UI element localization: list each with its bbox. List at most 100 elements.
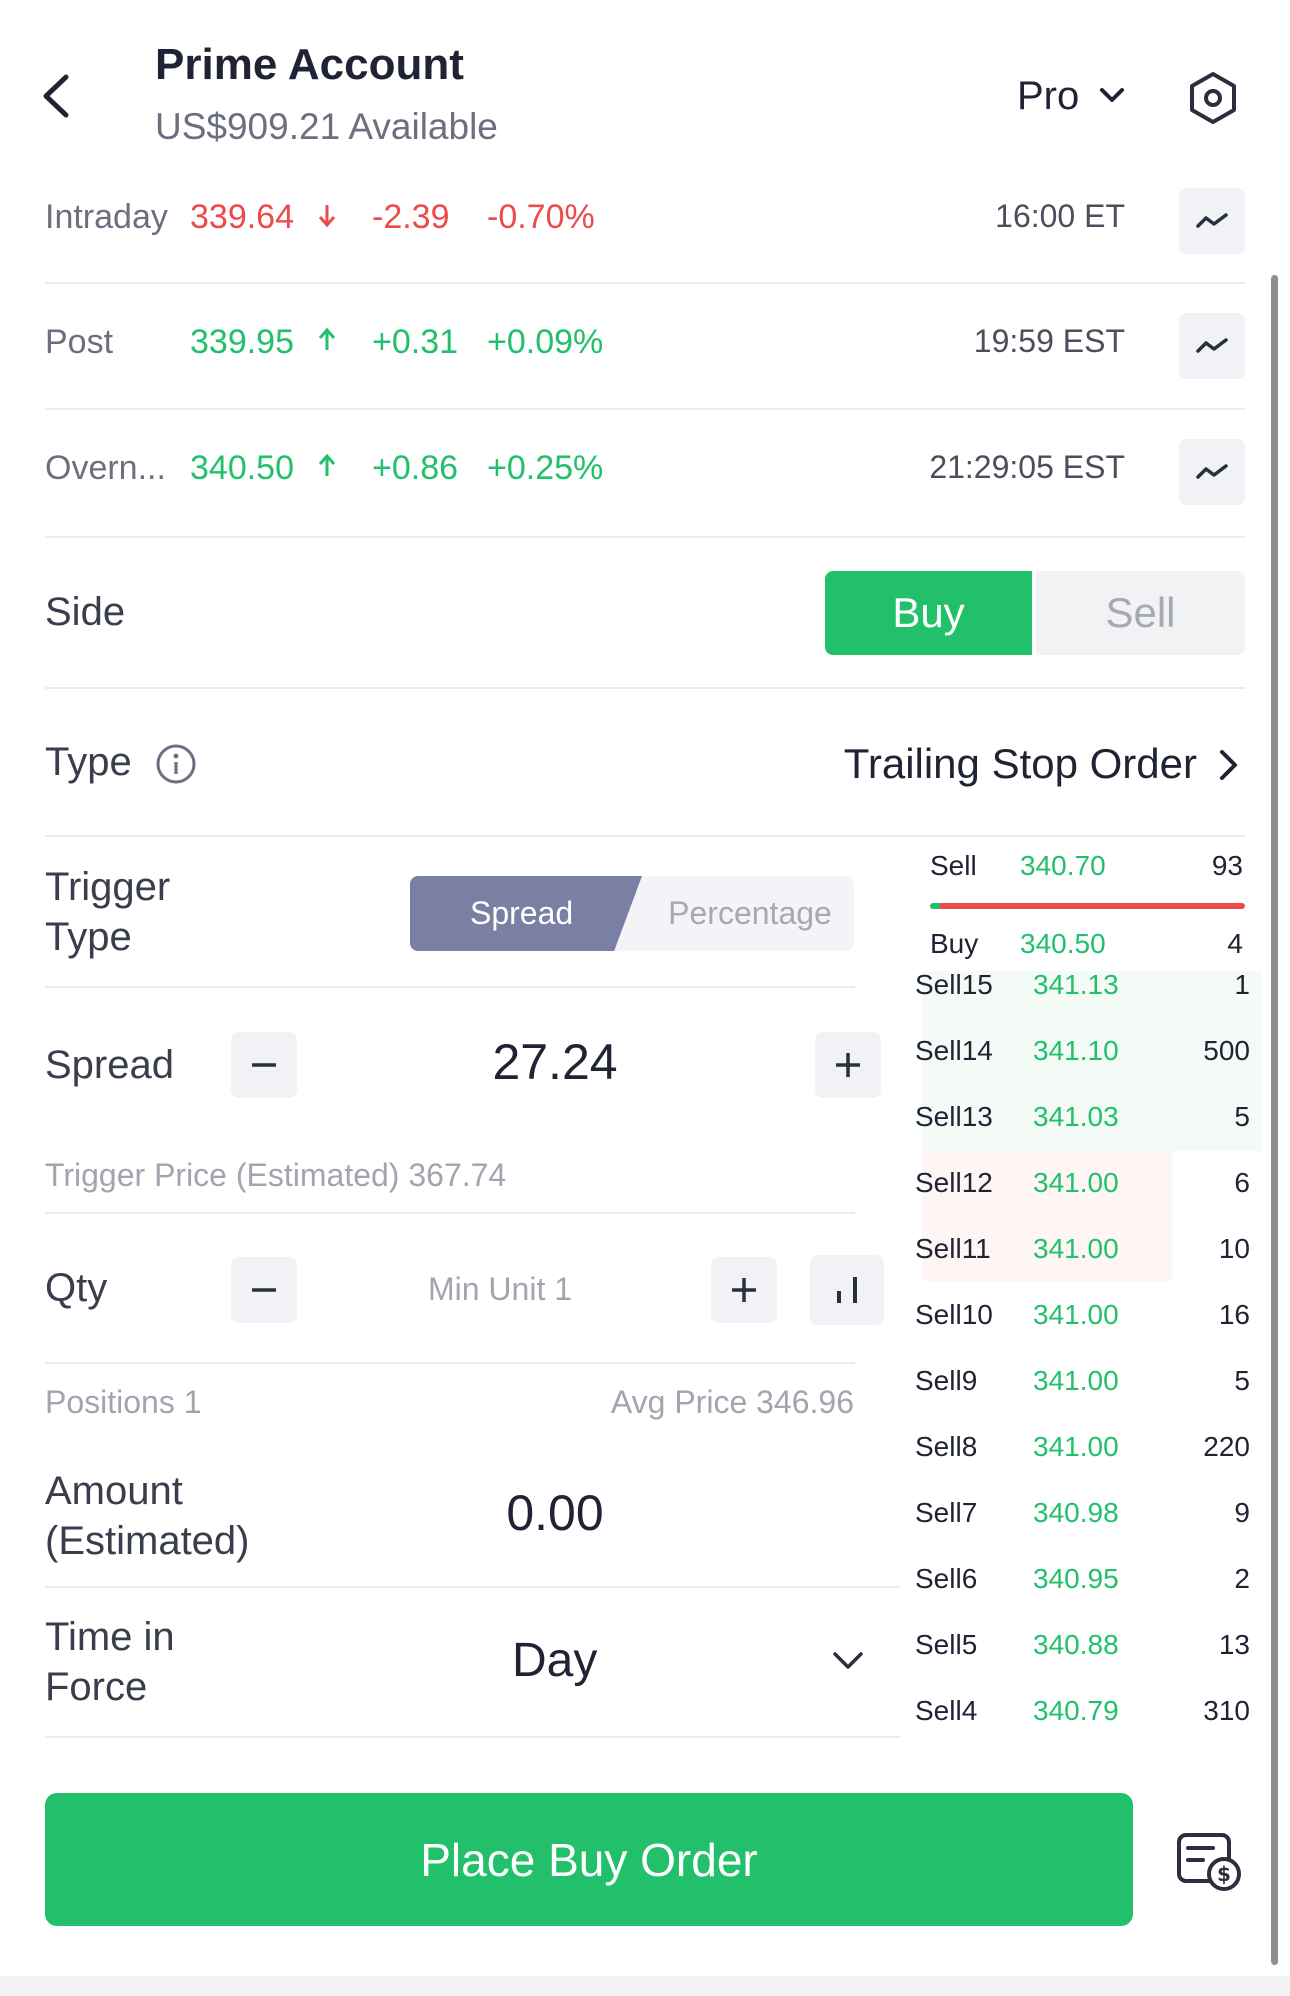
- trigger-spread-option[interactable]: Spread: [410, 876, 642, 951]
- book-row-price: 341.00: [1033, 1365, 1119, 1396]
- divider: [45, 1736, 900, 1738]
- book-row-qty: 13: [1218, 1629, 1250, 1660]
- order-type-selector[interactable]: Trailing Stop Order: [800, 730, 1245, 800]
- book-depth-shade: [922, 1151, 1172, 1281]
- amount-label-line1: Amount: [45, 1469, 183, 1513]
- tif-label: Time in Force: [45, 1612, 175, 1712]
- book-row-qty: 5: [1234, 1101, 1250, 1132]
- bill-dollar-icon: $: [1177, 1833, 1241, 1891]
- book-row-qty: 16: [1218, 1299, 1250, 1330]
- order-summary-button[interactable]: $: [1175, 1830, 1245, 1896]
- book-row-label: Sell5: [915, 1629, 978, 1660]
- quote-percent: +0.25%: [487, 449, 604, 487]
- bid-ask-ratio-bar: [930, 903, 1245, 909]
- type-label: Type: [45, 740, 132, 784]
- mode-dropdown[interactable]: Pro: [1015, 72, 1135, 122]
- book-sell-label: Sell: [930, 850, 977, 881]
- quote-time: 21:29:05 EST: [929, 449, 1125, 485]
- book-row-label: Sell13: [915, 1101, 993, 1132]
- quote-change: -2.39: [372, 198, 450, 236]
- quote-row-post: Post 339.95 +0.31 +0.09% 19:59 EST: [45, 313, 1245, 379]
- bid-ratio-segment: [930, 903, 940, 909]
- account-title: Prime Account: [155, 40, 464, 89]
- book-row-qty: 220: [1203, 1431, 1250, 1462]
- trigger-price-estimate: Trigger Price (Estimated) 367.74: [45, 1157, 507, 1193]
- spread-decrement-button[interactable]: [231, 1032, 297, 1098]
- divider: [45, 1212, 855, 1214]
- book-row: Sell5 340.88 13: [915, 1616, 1255, 1676]
- type-info-button[interactable]: [155, 743, 197, 785]
- side-buy-button[interactable]: Buy: [825, 571, 1032, 655]
- scrollbar[interactable]: [1271, 275, 1278, 1965]
- chart-button[interactable]: [1179, 313, 1245, 379]
- book-row-price: 341.00: [1033, 1299, 1119, 1330]
- settings-button[interactable]: [1185, 70, 1241, 126]
- available-balance: US$909.21 Available: [155, 106, 498, 147]
- book-row: Sell13 341.03 5: [915, 1088, 1255, 1148]
- sparkline-icon: [1196, 338, 1228, 353]
- divider: [45, 1586, 900, 1588]
- book-row-price: 341.00: [1033, 1233, 1119, 1264]
- book-row-label: Sell7: [915, 1497, 978, 1528]
- book-row: Sell10 341.00 16: [915, 1286, 1255, 1346]
- book-row-qty: 500: [1203, 1035, 1250, 1066]
- book-row: Sell7 340.98 9: [915, 1484, 1255, 1544]
- quote-percent: -0.70%: [487, 198, 595, 236]
- trigger-type-label-line1: Trigger: [45, 865, 171, 909]
- trigger-percentage-option[interactable]: Percentage: [646, 876, 854, 951]
- divider: [45, 408, 1245, 410]
- qty-decrement-button[interactable]: [231, 1257, 297, 1323]
- place-buy-order-button[interactable]: Place Buy Order: [45, 1793, 1133, 1926]
- qty-input[interactable]: Min Unit 1: [427, 1271, 573, 1307]
- tif-dropdown[interactable]: Day: [400, 1625, 880, 1695]
- quote-row-overnight: Overn... 340.50 +0.86 +0.25% 21:29:05 ES…: [45, 439, 1245, 505]
- divider: [45, 1362, 855, 1364]
- book-row-price: 341.00: [1033, 1167, 1119, 1198]
- quote-time: 19:59 EST: [973, 323, 1125, 359]
- trigger-type-label-line2: Type: [45, 915, 132, 959]
- tif-value: Day: [512, 1634, 598, 1687]
- arrow-down-icon: [318, 205, 336, 228]
- qty-increment-button[interactable]: [711, 1257, 777, 1323]
- svg-text:$: $: [1217, 1862, 1231, 1886]
- sparkline-icon: [1196, 464, 1228, 479]
- book-row: Sell8 341.00 220: [915, 1418, 1255, 1478]
- arrow-up-icon: [318, 453, 336, 476]
- quote-change: +0.31: [372, 323, 459, 361]
- book-row-price: 341.03: [1033, 1101, 1119, 1132]
- quote-label: Overn...: [45, 449, 166, 487]
- quote-price: 339.95: [190, 323, 294, 361]
- book-best-buy: Buy 340.50 4: [930, 926, 1245, 966]
- back-button[interactable]: [30, 65, 90, 125]
- book-row-price: 340.79: [1033, 1695, 1119, 1726]
- book-row-qty: 6: [1234, 1167, 1250, 1198]
- book-row-qty: 10: [1218, 1233, 1250, 1264]
- book-row: Sell12 341.00 6: [915, 1154, 1255, 1214]
- qty-position-button[interactable]: [810, 1255, 884, 1325]
- trigger-spread-label: Spread: [470, 895, 574, 931]
- side-label: Side: [45, 590, 126, 634]
- side-sell-button[interactable]: Sell: [1036, 571, 1245, 655]
- book-row-qty: 9: [1234, 1497, 1250, 1528]
- order-type-value: Trailing Stop Order: [843, 740, 1197, 787]
- book-row: Sell14 341.10 500: [915, 1022, 1255, 1082]
- amount-label-line2: (Estimated): [45, 1519, 250, 1563]
- tif-label-line2: Force: [45, 1665, 148, 1709]
- mode-label: Pro: [1017, 74, 1080, 118]
- arrow-up-icon: [318, 327, 336, 350]
- book-row: Sell6 340.95 2: [915, 1550, 1255, 1610]
- chart-button[interactable]: [1179, 188, 1245, 254]
- book-row-label: Sell14: [915, 1035, 993, 1066]
- quote-label: Post: [45, 323, 114, 361]
- chevron-right-icon: [1220, 750, 1237, 780]
- divider: [45, 986, 855, 988]
- plus-icon: [732, 1278, 756, 1302]
- spread-value[interactable]: 27.24: [492, 1034, 618, 1090]
- spread-increment-button[interactable]: [815, 1032, 881, 1098]
- book-row-qty: 2: [1234, 1563, 1250, 1594]
- settings-circle-icon: [1190, 72, 1236, 124]
- book-buy-label: Buy: [930, 928, 979, 959]
- chart-button[interactable]: [1179, 439, 1245, 505]
- quote-time: 16:00 ET: [995, 198, 1125, 234]
- book-row: Sell11 341.00 10: [915, 1220, 1255, 1280]
